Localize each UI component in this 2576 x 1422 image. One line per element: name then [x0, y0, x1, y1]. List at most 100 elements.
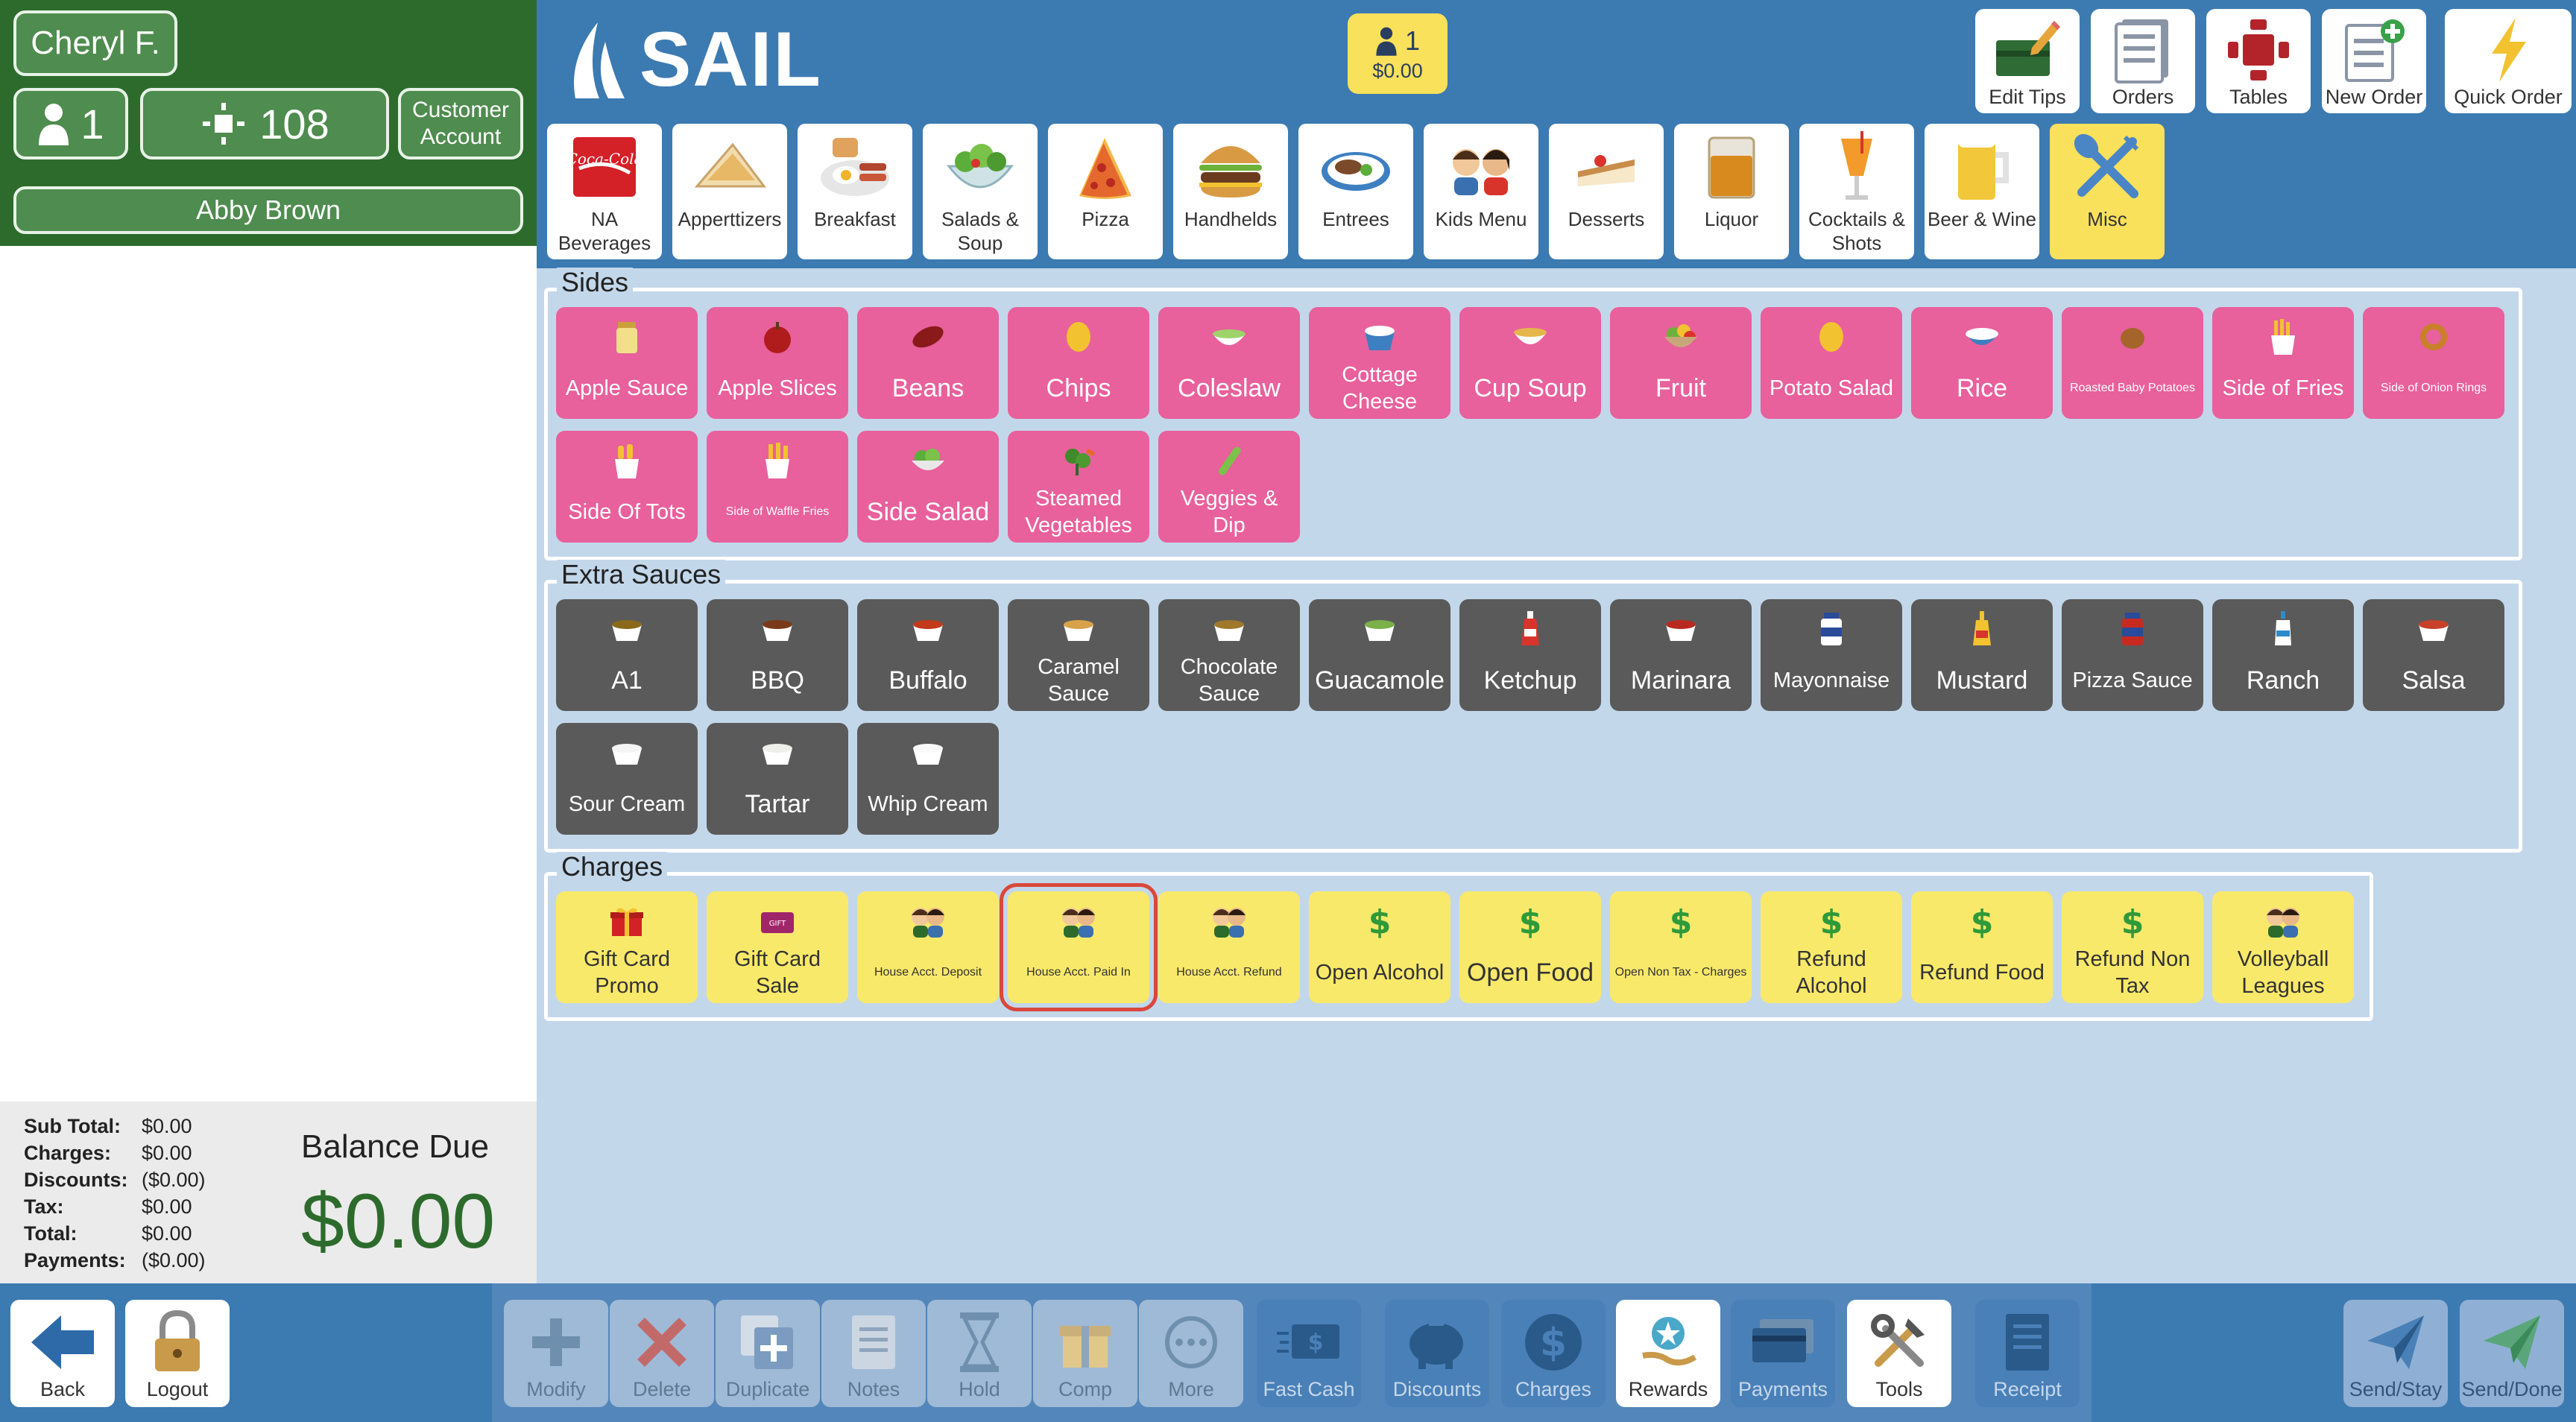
duplicate-button[interactable]: Duplicate: [716, 1300, 820, 1407]
item-a1[interactable]: A1: [556, 599, 698, 711]
comp-button[interactable]: Comp: [1033, 1300, 1137, 1407]
item-guacamole[interactable]: Guacamole: [1309, 599, 1450, 711]
item-coleslaw[interactable]: Coleslaw: [1158, 307, 1300, 419]
order-badge-amount: $0.00: [1372, 59, 1423, 82]
item-beans[interactable]: Beans: [857, 307, 999, 419]
more-button[interactable]: More: [1139, 1300, 1243, 1407]
category-label: Liquor: [1704, 208, 1759, 230]
table-number-button[interactable]: 108: [140, 88, 389, 159]
category-handhelds[interactable]: Handhelds: [1173, 124, 1288, 259]
server-name-button[interactable]: Cheryl F.: [13, 10, 177, 76]
back-button[interactable]: Back: [10, 1300, 115, 1407]
rewards-icon: [1642, 1317, 1697, 1366]
orders-button[interactable]: Orders: [2091, 9, 2195, 113]
item-potato-salad[interactable]: Potato Salad: [1761, 307, 1902, 419]
item-house-acct-refund[interactable]: House Acct. Refund: [1158, 891, 1300, 1003]
payments-button[interactable]: Payments: [1731, 1300, 1835, 1407]
send-stay-button[interactable]: Send/Stay: [2343, 1300, 2448, 1407]
category-breakfast[interactable]: Breakfast: [798, 124, 912, 259]
item-gift-card-sale[interactable]: GIFT Gift Card Sale: [707, 891, 848, 1003]
tools-button[interactable]: Tools: [1847, 1300, 1951, 1407]
category-entrees[interactable]: Entrees: [1298, 124, 1413, 259]
fast-cash-button[interactable]: $ Fast Cash: [1257, 1300, 1361, 1407]
category-cocktails-shots[interactable]: Cocktails & Shots: [1799, 124, 1914, 259]
item-sour-cream[interactable]: Sour Cream: [556, 723, 698, 835]
item-tartar[interactable]: Tartar: [707, 723, 848, 835]
charges-button[interactable]: $ Charges: [1501, 1300, 1606, 1407]
item-gift-card-promo[interactable]: Gift Card Promo: [556, 891, 698, 1003]
category-pizza[interactable]: Pizza: [1048, 124, 1163, 259]
item-refund-non-tax[interactable]: $ Refund Non Tax: [2062, 891, 2203, 1003]
item-open-food[interactable]: $ Open Food: [1459, 891, 1601, 1003]
item-house-acct-paid-in[interactable]: House Acct. Paid In: [1000, 883, 1158, 1011]
item-label: Roasted Baby Potatoes: [2069, 382, 2196, 394]
modify-button[interactable]: Modify: [504, 1300, 608, 1407]
item-refund-food[interactable]: $ Refund Food: [1911, 891, 2053, 1003]
item-chocolate-sauce[interactable]: Chocolate Sauce: [1158, 599, 1300, 711]
item-bbq[interactable]: BBQ: [707, 599, 848, 711]
category-misc[interactable]: Misc: [2050, 124, 2165, 259]
order-ticket-list[interactable]: [0, 246, 537, 1102]
edit-tips-button[interactable]: Edit Tips: [1975, 9, 2080, 113]
item-ranch[interactable]: Ranch: [2212, 599, 2354, 711]
item-pizza-sauce[interactable]: Pizza Sauce: [2062, 599, 2203, 711]
send-done-button[interactable]: Send/Done: [2460, 1300, 2564, 1407]
quick-order-button[interactable]: Quick Order: [2445, 9, 2572, 113]
item-side-of-waffle-fries[interactable]: Side of Waffle Fries: [707, 431, 848, 543]
item-chips[interactable]: Chips: [1008, 307, 1149, 419]
item-steamed-vegetables[interactable]: Steamed Vegetables: [1008, 431, 1149, 543]
discounts-row: Discounts: ($0.00): [24, 1169, 231, 1192]
item-cup-soup[interactable]: Cup Soup: [1459, 307, 1601, 419]
item-volleyball-leagues[interactable]: Volleyball Leagues: [2212, 891, 2354, 1003]
tables-button[interactable]: Tables: [2206, 9, 2311, 113]
category-na-beverages[interactable]: Coca-Cola NA Beverages: [547, 124, 662, 259]
item-open-non-tax-charges[interactable]: $ Open Non Tax - Charges: [1610, 891, 1752, 1003]
delete-button[interactable]: Delete: [610, 1300, 714, 1407]
item-apple-slices[interactable]: Apple Slices: [707, 307, 848, 419]
item-marinara[interactable]: Marinara: [1610, 599, 1752, 711]
customer-name-button[interactable]: Abby Brown: [13, 186, 523, 234]
category-salads-soup[interactable]: Salads & Soup: [923, 124, 1038, 259]
svg-text:$: $: [1670, 903, 1693, 939]
notes-button[interactable]: Notes: [821, 1300, 926, 1407]
item-refund-alcohol[interactable]: $ Refund Alcohol: [1761, 891, 1902, 1003]
item-label: Ranch: [2246, 666, 2320, 695]
category-desserts[interactable]: Desserts: [1549, 124, 1664, 259]
item-side-of-tots[interactable]: Side Of Tots: [556, 431, 698, 543]
hold-button[interactable]: Hold: [927, 1300, 1032, 1407]
new-order-button[interactable]: New Order: [2322, 9, 2426, 113]
guest-count-button[interactable]: 1: [13, 88, 128, 159]
item-veggies-dip[interactable]: Veggies & Dip: [1158, 431, 1300, 543]
item-salsa[interactable]: Salsa: [2363, 599, 2504, 711]
item-house-acct-deposit[interactable]: House Acct. Deposit: [857, 891, 999, 1003]
item-open-alcohol[interactable]: $ Open Alcohol: [1309, 891, 1450, 1003]
item-roasted-baby-potatoes[interactable]: Roasted Baby Potatoes: [2062, 307, 2203, 419]
logout-button[interactable]: Logout: [125, 1300, 230, 1407]
order-count-badge[interactable]: 1 $0.00: [1348, 13, 1448, 94]
item-side-of-onion-rings[interactable]: Side of Onion Rings: [2363, 307, 2504, 419]
item-rice[interactable]: Rice: [1911, 307, 2053, 419]
item-label: Open Food: [1466, 958, 1594, 987]
item-side-salad[interactable]: Side Salad: [857, 431, 999, 543]
item-fruit[interactable]: Fruit: [1610, 307, 1752, 419]
category-beer-wine[interactable]: Beer & Wine: [1925, 124, 2039, 259]
item-apple-sauce[interactable]: Apple Sauce: [556, 307, 698, 419]
item-whip-cream[interactable]: Whip Cream: [857, 723, 999, 835]
item-buffalo[interactable]: Buffalo: [857, 599, 999, 711]
item-mustard[interactable]: Mustard: [1911, 599, 2053, 711]
rewards-button[interactable]: Rewards: [1616, 1300, 1720, 1407]
item-side-of-fries[interactable]: Side of Fries: [2212, 307, 2354, 419]
item-label: Marinara: [1630, 666, 1731, 695]
item-caramel-sauce[interactable]: Caramel Sauce: [1008, 599, 1149, 711]
customer-account-button[interactable]: Customer Account: [398, 88, 523, 159]
category-appetizers[interactable]: Apperttizers: [672, 124, 787, 259]
item-cottage-cheese[interactable]: Cottage Cheese: [1309, 307, 1450, 419]
item-label: Whip Cream: [868, 792, 988, 816]
receipt-button[interactable]: Receipt: [1975, 1300, 2080, 1407]
discounts-button[interactable]: Discounts: [1385, 1300, 1489, 1407]
item-mayonnaise[interactable]: Mayonnaise: [1761, 599, 1902, 711]
svg-text:$: $: [2121, 903, 2144, 939]
category-kids-menu[interactable]: Kids Menu: [1424, 124, 1538, 259]
category-liquor[interactable]: Liquor: [1674, 124, 1789, 259]
item-ketchup[interactable]: Ketchup: [1459, 599, 1601, 711]
